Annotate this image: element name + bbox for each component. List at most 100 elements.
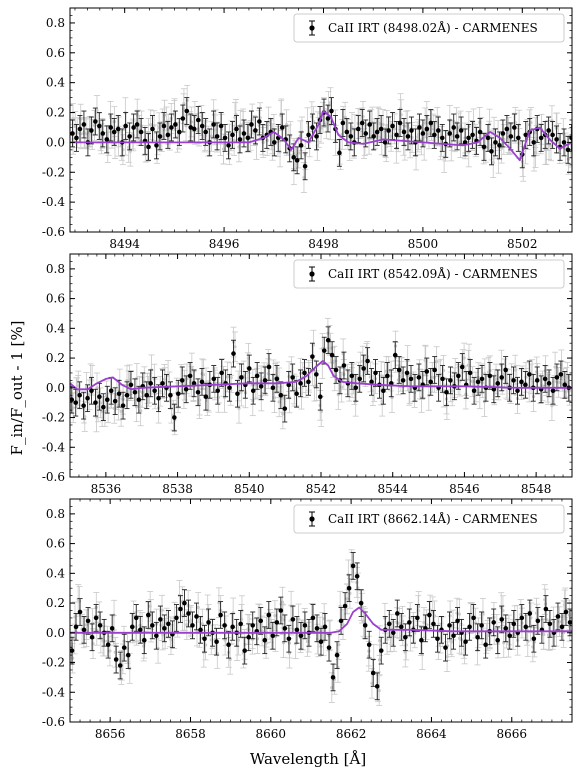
data-point — [186, 611, 191, 616]
x-tick-label: 8548 — [521, 482, 552, 496]
data-point — [340, 120, 346, 126]
data-point — [198, 627, 203, 633]
data-point — [546, 381, 552, 386]
data-point — [294, 158, 300, 163]
data-point — [218, 612, 223, 618]
data-point — [467, 370, 473, 376]
x-tick-label: 8498 — [308, 237, 339, 251]
raw-point — [448, 614, 452, 618]
data-point — [169, 125, 174, 130]
data-point — [487, 373, 493, 379]
data-point — [77, 392, 82, 398]
raw-point — [553, 365, 557, 369]
data-point — [117, 663, 123, 668]
data-point — [317, 394, 323, 400]
raw-point — [71, 117, 75, 121]
data-point — [344, 129, 350, 135]
data-point — [314, 626, 320, 631]
data-point — [373, 370, 378, 376]
data-point — [154, 633, 159, 639]
data-point — [174, 615, 179, 621]
raw-point — [233, 345, 237, 349]
data-point — [120, 403, 126, 408]
data-point — [334, 652, 340, 658]
raw-point — [427, 132, 431, 136]
data-point — [144, 392, 150, 398]
data-point — [346, 585, 352, 591]
raw-point — [408, 386, 412, 391]
raw-point — [140, 390, 144, 395]
data-point — [230, 624, 235, 630]
x-tick-label: 8538 — [162, 482, 193, 496]
data-point — [278, 608, 284, 613]
data-point — [371, 134, 376, 139]
data-point — [190, 623, 195, 628]
data-point — [357, 376, 363, 382]
data-point — [133, 615, 139, 621]
data-point — [246, 366, 252, 371]
data-point — [538, 135, 544, 141]
raw-point — [450, 389, 454, 393]
data-point — [424, 369, 430, 374]
legend-box — [293, 259, 565, 289]
data-point — [226, 642, 231, 647]
raw-point — [190, 366, 194, 370]
raw-point — [462, 356, 466, 360]
data-point — [523, 132, 529, 138]
raw-point — [371, 389, 375, 393]
raw-point — [161, 633, 165, 637]
data-point — [546, 128, 551, 133]
data-point — [115, 126, 121, 132]
raw-point — [260, 629, 264, 633]
data-point — [282, 406, 288, 411]
data-point — [175, 391, 181, 397]
raw-point — [142, 644, 146, 648]
data-point — [310, 125, 315, 130]
data-point — [111, 129, 117, 135]
data-point — [214, 134, 220, 139]
raw-point — [225, 375, 230, 379]
raw-point — [422, 143, 426, 147]
data-point — [258, 618, 264, 624]
data-point — [508, 134, 514, 139]
data-point — [444, 389, 449, 395]
data-point — [306, 379, 311, 385]
data-point — [165, 132, 171, 138]
data-point — [187, 373, 193, 379]
data-point — [400, 378, 406, 383]
data-point — [451, 633, 456, 639]
raw-point — [370, 681, 374, 685]
data-point — [491, 620, 496, 625]
data-point — [554, 375, 560, 380]
data-point — [109, 626, 115, 631]
data-point — [456, 373, 461, 379]
data-point — [191, 126, 197, 132]
raw-point — [198, 398, 202, 402]
raw-point — [105, 639, 110, 643]
plot-area — [70, 84, 572, 193]
data-point — [341, 363, 347, 368]
data-point — [291, 155, 296, 160]
raw-point — [222, 147, 226, 151]
raw-point — [332, 359, 337, 363]
data-point — [359, 120, 365, 126]
data-point — [132, 389, 138, 395]
raw-point — [164, 120, 168, 124]
raw-point — [189, 120, 193, 124]
data-point — [569, 135, 572, 141]
raw-point — [281, 618, 285, 622]
data-point — [241, 131, 247, 136]
data-point — [314, 372, 319, 377]
raw-point — [184, 124, 188, 128]
data-point — [475, 634, 480, 640]
data-point — [137, 627, 143, 633]
plot-area — [70, 549, 572, 706]
raw-point — [119, 409, 123, 413]
data-point — [81, 627, 87, 633]
raw-point — [90, 378, 94, 382]
raw-point — [185, 623, 189, 627]
data-point — [459, 364, 465, 370]
data-point — [333, 367, 339, 373]
data-point — [108, 388, 114, 394]
y-tick-label: 0.6 — [46, 292, 65, 306]
